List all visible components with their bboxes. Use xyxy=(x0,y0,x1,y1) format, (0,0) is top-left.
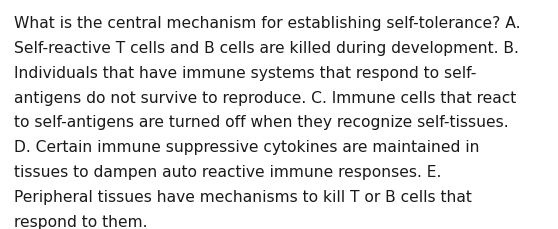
Text: D. Certain immune suppressive cytokines are maintained in: D. Certain immune suppressive cytokines … xyxy=(14,140,479,155)
Text: Individuals that have immune systems that respond to self-: Individuals that have immune systems tha… xyxy=(14,65,477,80)
Text: antigens do not survive to reproduce. C. Immune cells that react: antigens do not survive to reproduce. C.… xyxy=(14,90,516,105)
Text: What is the central mechanism for establishing self-tolerance? A.: What is the central mechanism for establ… xyxy=(14,16,521,31)
Text: Self-reactive T cells and B cells are killed during development. B.: Self-reactive T cells and B cells are ki… xyxy=(14,41,519,56)
Text: Peripheral tissues have mechanisms to kill T or B cells that: Peripheral tissues have mechanisms to ki… xyxy=(14,189,472,204)
Text: respond to them.: respond to them. xyxy=(14,214,147,229)
Text: to self-antigens are turned off when they recognize self-tissues.: to self-antigens are turned off when the… xyxy=(14,115,508,130)
Text: tissues to dampen auto reactive immune responses. E.: tissues to dampen auto reactive immune r… xyxy=(14,164,441,179)
